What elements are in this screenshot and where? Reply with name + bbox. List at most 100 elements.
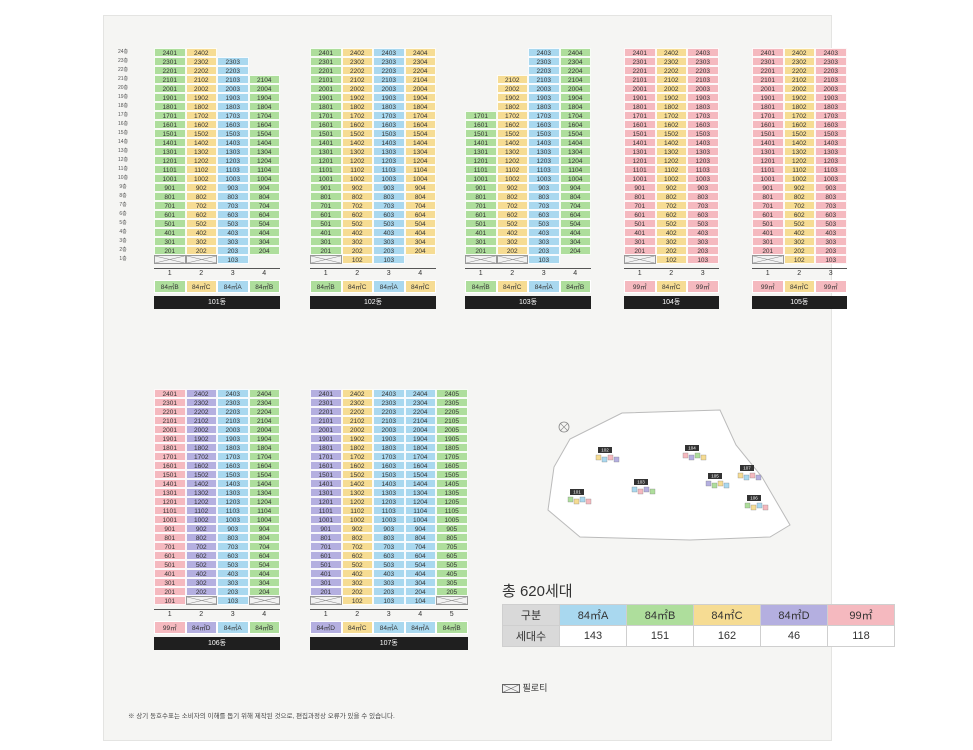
unit-cell: 1202 bbox=[655, 156, 687, 165]
unit-cell: 1902 bbox=[185, 434, 217, 443]
unit-cell: 901 bbox=[624, 183, 656, 192]
unit-type-label: 99㎡ bbox=[154, 621, 186, 634]
unit-cell: 2302 bbox=[185, 398, 217, 407]
unit-cell: 1302 bbox=[496, 147, 528, 156]
unit-cell: 1803 bbox=[217, 102, 249, 111]
unit-cell: 1701 bbox=[624, 111, 656, 120]
floor-label: 7층 bbox=[119, 202, 127, 208]
unit-cell: 1302 bbox=[341, 147, 373, 156]
unit-cell: 2102 bbox=[185, 75, 217, 84]
unit-cell: 803 bbox=[217, 533, 249, 542]
unit-cell: 801 bbox=[624, 192, 656, 201]
unit-cell: 1505 bbox=[436, 470, 468, 479]
unit-cell: 905 bbox=[436, 524, 468, 533]
unit-cell: 404 bbox=[404, 569, 436, 578]
unit-cell: 803 bbox=[815, 192, 847, 201]
unit-cell: 1804 bbox=[559, 102, 591, 111]
unit-cell: 304 bbox=[248, 237, 280, 246]
unit-cell: 704 bbox=[248, 201, 280, 210]
unit-cell: 1604 bbox=[248, 120, 280, 129]
unit-cell: 1202 bbox=[783, 156, 815, 165]
pilotis-cell bbox=[624, 255, 656, 264]
unit-cell: 1103 bbox=[815, 165, 847, 174]
unit-cell: 1603 bbox=[815, 120, 847, 129]
unit-cell: 602 bbox=[655, 210, 687, 219]
unit-cell: 2404 bbox=[404, 389, 436, 398]
unit-cell: 2002 bbox=[783, 84, 815, 93]
unit-cell: 802 bbox=[783, 192, 815, 201]
unit-cell: 1001 bbox=[310, 174, 342, 183]
unit-cell: 1802 bbox=[341, 443, 373, 452]
unit-cell: 301 bbox=[310, 578, 342, 587]
unit-cell: 603 bbox=[528, 210, 560, 219]
line-number: 2 bbox=[496, 268, 528, 279]
unit-cell: 2402 bbox=[185, 389, 217, 398]
pilotis-cell bbox=[185, 255, 217, 264]
unit-cell: 1102 bbox=[185, 165, 217, 174]
unit-cell: 1405 bbox=[436, 479, 468, 488]
pilotis-cell bbox=[752, 255, 784, 264]
summary-count: 46 bbox=[760, 625, 828, 647]
unit-type-label: 84㎡C bbox=[185, 280, 217, 293]
map-building-label: 106 bbox=[750, 496, 758, 501]
unit-cell: 805 bbox=[436, 533, 468, 542]
floor-label: 4층 bbox=[119, 229, 127, 235]
unit-cell: 1701 bbox=[310, 452, 342, 461]
unit-cell: 1402 bbox=[341, 138, 373, 147]
unit-cell: 302 bbox=[341, 578, 373, 587]
unit-cell: 2102 bbox=[185, 416, 217, 425]
unit-cell: 1901 bbox=[154, 93, 186, 102]
unit-cell: 401 bbox=[624, 228, 656, 237]
unit-cell: 403 bbox=[373, 569, 405, 578]
unit-cell: 1703 bbox=[528, 111, 560, 120]
unit-cell: 1501 bbox=[154, 129, 186, 138]
summary-type: 84㎡B bbox=[626, 604, 694, 626]
unit-cell: 801 bbox=[154, 533, 186, 542]
unit-cell: 1702 bbox=[185, 111, 217, 120]
unit-cell: 1901 bbox=[624, 93, 656, 102]
unit-cell: 2405 bbox=[436, 389, 468, 398]
line-number: 3 bbox=[217, 609, 249, 620]
building-name: 106동 bbox=[154, 637, 280, 650]
unit-cell: 2003 bbox=[217, 84, 249, 93]
summary-count: 151 bbox=[626, 625, 694, 647]
unit-cell: 1301 bbox=[154, 488, 186, 497]
unit-cell: 2102 bbox=[655, 75, 687, 84]
unit-cell: 1404 bbox=[559, 138, 591, 147]
unit-cell: 1002 bbox=[341, 515, 373, 524]
floor-label: 2층 bbox=[119, 247, 127, 253]
unit-type-label: 84㎡B bbox=[465, 280, 497, 293]
unit-cell: 1704 bbox=[404, 452, 436, 461]
unit-cell: 501 bbox=[465, 219, 497, 228]
line-number: 2 bbox=[341, 609, 373, 620]
unit-cell: 1403 bbox=[528, 138, 560, 147]
unit-cell: 1903 bbox=[217, 434, 249, 443]
map-building-label: 101 bbox=[573, 490, 581, 495]
unit-cell: 1402 bbox=[496, 138, 528, 147]
unit-cell: 1103 bbox=[687, 165, 719, 174]
unit-cell: 601 bbox=[154, 210, 186, 219]
summary-type: 84㎡C bbox=[693, 604, 761, 626]
unit-cell: 2401 bbox=[624, 48, 656, 57]
pilotis-cell bbox=[496, 255, 528, 264]
unit-cell: 1804 bbox=[404, 443, 436, 452]
unit-cell: 1003 bbox=[373, 515, 405, 524]
unit-cell: 1502 bbox=[185, 129, 217, 138]
unit-type-label: 84㎡A bbox=[217, 621, 249, 634]
unit-cell: 1602 bbox=[783, 120, 815, 129]
unit-cell: 2403 bbox=[687, 48, 719, 57]
unit-cell: 2302 bbox=[783, 57, 815, 66]
unit-type-label: 99㎡ bbox=[815, 280, 847, 293]
unit-cell: 1303 bbox=[373, 488, 405, 497]
unit-cell: 601 bbox=[465, 210, 497, 219]
unit-cell: 703 bbox=[373, 542, 405, 551]
unit-cell: 903 bbox=[815, 183, 847, 192]
unit-cell: 1704 bbox=[559, 111, 591, 120]
unit-cell: 801 bbox=[752, 192, 784, 201]
unit-cell: 1702 bbox=[185, 452, 217, 461]
line-number: 4 bbox=[404, 609, 436, 620]
unit-cell: 1102 bbox=[185, 506, 217, 515]
unit-cell: 1003 bbox=[217, 515, 249, 524]
unit-cell: 804 bbox=[248, 533, 280, 542]
unit-cell: 304 bbox=[404, 237, 436, 246]
